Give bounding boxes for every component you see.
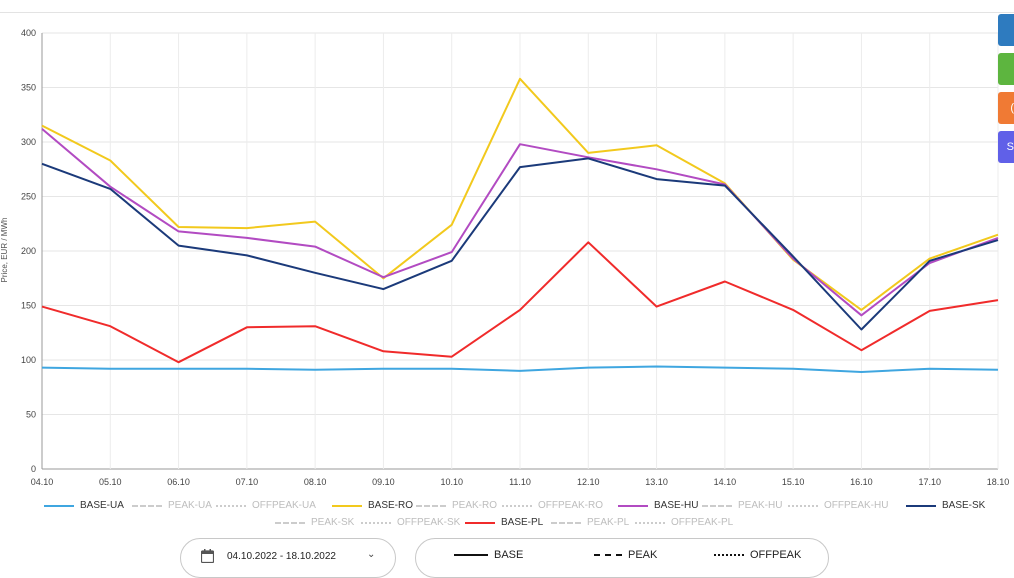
- series-line-base-ro[interactable]: [41, 77, 999, 311]
- x-tick-label: 06.10: [167, 477, 190, 487]
- date-range-picker[interactable]: 04.10.2022 - 18.10.2022 ⌄: [180, 538, 396, 578]
- legend-label: PEAK-SK: [311, 517, 355, 528]
- x-tick-label: 04.10: [31, 477, 54, 487]
- legend-swatch: [132, 505, 162, 507]
- solid-line-icon: [454, 554, 488, 557]
- x-tick-label: 14.10: [714, 477, 737, 487]
- legend-swatch: [551, 522, 581, 524]
- side-panel-button[interactable]: S: [998, 131, 1014, 163]
- series-layer: [41, 77, 999, 373]
- legend-label: PEAK-UA: [168, 500, 212, 511]
- y-tick-label: 250: [21, 192, 36, 202]
- grid-layer: [41, 32, 999, 470]
- y-axis-label: Price, EUR / MWh: [0, 218, 9, 283]
- x-tick-label: 10.10: [440, 477, 463, 487]
- legend-label: OFFPEAK-UA: [252, 500, 316, 511]
- x-tick-label: 16.10: [850, 477, 873, 487]
- x-tick-label: 18.10: [987, 477, 1010, 487]
- legend-swatch: [635, 522, 665, 524]
- legend-swatch: [44, 505, 74, 507]
- legend-label: PEAK-HU: [738, 500, 783, 511]
- x-tick-label: 11.10: [509, 477, 531, 487]
- line-style-selector: BASE PEAK OFFPEAK: [415, 538, 829, 578]
- legend-swatch: [906, 505, 936, 507]
- x-tick-label: 13.10: [645, 477, 668, 487]
- legend-swatch: [361, 522, 391, 524]
- legend-swatch: [618, 505, 648, 507]
- legend-label: BASE-UA: [80, 500, 124, 511]
- legend-label: BASE-SK: [942, 500, 986, 511]
- side-panel-button[interactable]: (: [998, 92, 1014, 124]
- legend-swatch: [332, 505, 362, 507]
- legend-label: OFFPEAK-PL: [671, 517, 734, 528]
- legend-label: OFFPEAK-RO: [538, 500, 604, 511]
- legend-swatch: [275, 522, 305, 524]
- legend-swatch: [702, 505, 732, 507]
- y-tick-label: 100: [21, 355, 36, 365]
- x-tick-label: 05.10: [99, 477, 122, 487]
- legend-swatch: [788, 505, 818, 507]
- legend-label: PEAK-PL: [587, 517, 630, 528]
- side-panel-button[interactable]: [998, 53, 1014, 85]
- y-tick-label: 350: [21, 83, 36, 93]
- line-chart: 0 50 100 150 200 250 300 350 400 04.10 05.10 06.10 0…: [0, 28, 1009, 487]
- legend-label: OFFPEAK-HU: [824, 500, 889, 511]
- legend-row-2: PEAK-SK OFFPEAK-SK BASE-PL PEAK-PL OFFPEAK-P…: [0, 515, 1014, 531]
- style-peak-label: PEAK: [628, 549, 658, 561]
- x-tick-label: 09.10: [372, 477, 395, 487]
- dotted-line-icon: [714, 554, 744, 557]
- x-tick-label: 12.10: [577, 477, 600, 487]
- top-bar: [0, 0, 1014, 13]
- style-base-option[interactable]: BASE: [454, 549, 523, 561]
- y-tick-label: 150: [21, 301, 36, 311]
- style-offpeak-label: OFFPEAK: [750, 549, 802, 561]
- y-tick-label: 50: [26, 410, 36, 420]
- legend-label: BASE-RO: [368, 500, 414, 511]
- series-line-base-sk[interactable]: [41, 157, 999, 331]
- y-tick-label: 400: [21, 28, 36, 38]
- legend-label: PEAK-RO: [452, 500, 498, 511]
- legend-label: BASE-PL: [501, 517, 544, 528]
- x-tick-label: 07.10: [236, 477, 259, 487]
- dashed-line-icon: [594, 554, 622, 557]
- side-panel-button[interactable]: [998, 14, 1014, 46]
- legend-swatch: [416, 505, 446, 507]
- series-line-base-ua[interactable]: [41, 365, 999, 373]
- style-offpeak-option[interactable]: OFFPEAK: [714, 549, 801, 561]
- chevron-down-icon: ⌄: [367, 549, 376, 560]
- y-tick-label: 0: [31, 464, 36, 474]
- legend-swatch: [502, 505, 532, 507]
- x-tick-label: 08.10: [304, 477, 327, 487]
- legend-label: BASE-HU: [654, 500, 699, 511]
- series-line-base-pl[interactable]: [41, 241, 999, 364]
- date-range-value: 04.10.2022 - 18.10.2022: [227, 551, 336, 562]
- axis-layer: 0 50 100 150 200 250 300 350 400 04.10 05.10 06.10 0…: [21, 28, 1009, 487]
- y-tick-label: 300: [21, 137, 36, 147]
- calendar-icon: [201, 549, 214, 563]
- legend-swatch: [465, 522, 495, 524]
- legend-label: OFFPEAK-SK: [397, 517, 461, 528]
- y-tick-label: 200: [21, 246, 36, 256]
- series-line-base-hu[interactable]: [41, 128, 999, 317]
- legend-row-1: BASE-UA PEAK-UA OFFPEAK-UA BASE-RO PEAK-RO OF…: [0, 498, 1014, 514]
- style-base-label: BASE: [494, 549, 524, 561]
- x-tick-label: 17.10: [918, 477, 941, 487]
- x-tick-label: 15.10: [782, 477, 805, 487]
- style-peak-option[interactable]: PEAK: [594, 549, 657, 561]
- legend-swatch: [216, 505, 246, 507]
